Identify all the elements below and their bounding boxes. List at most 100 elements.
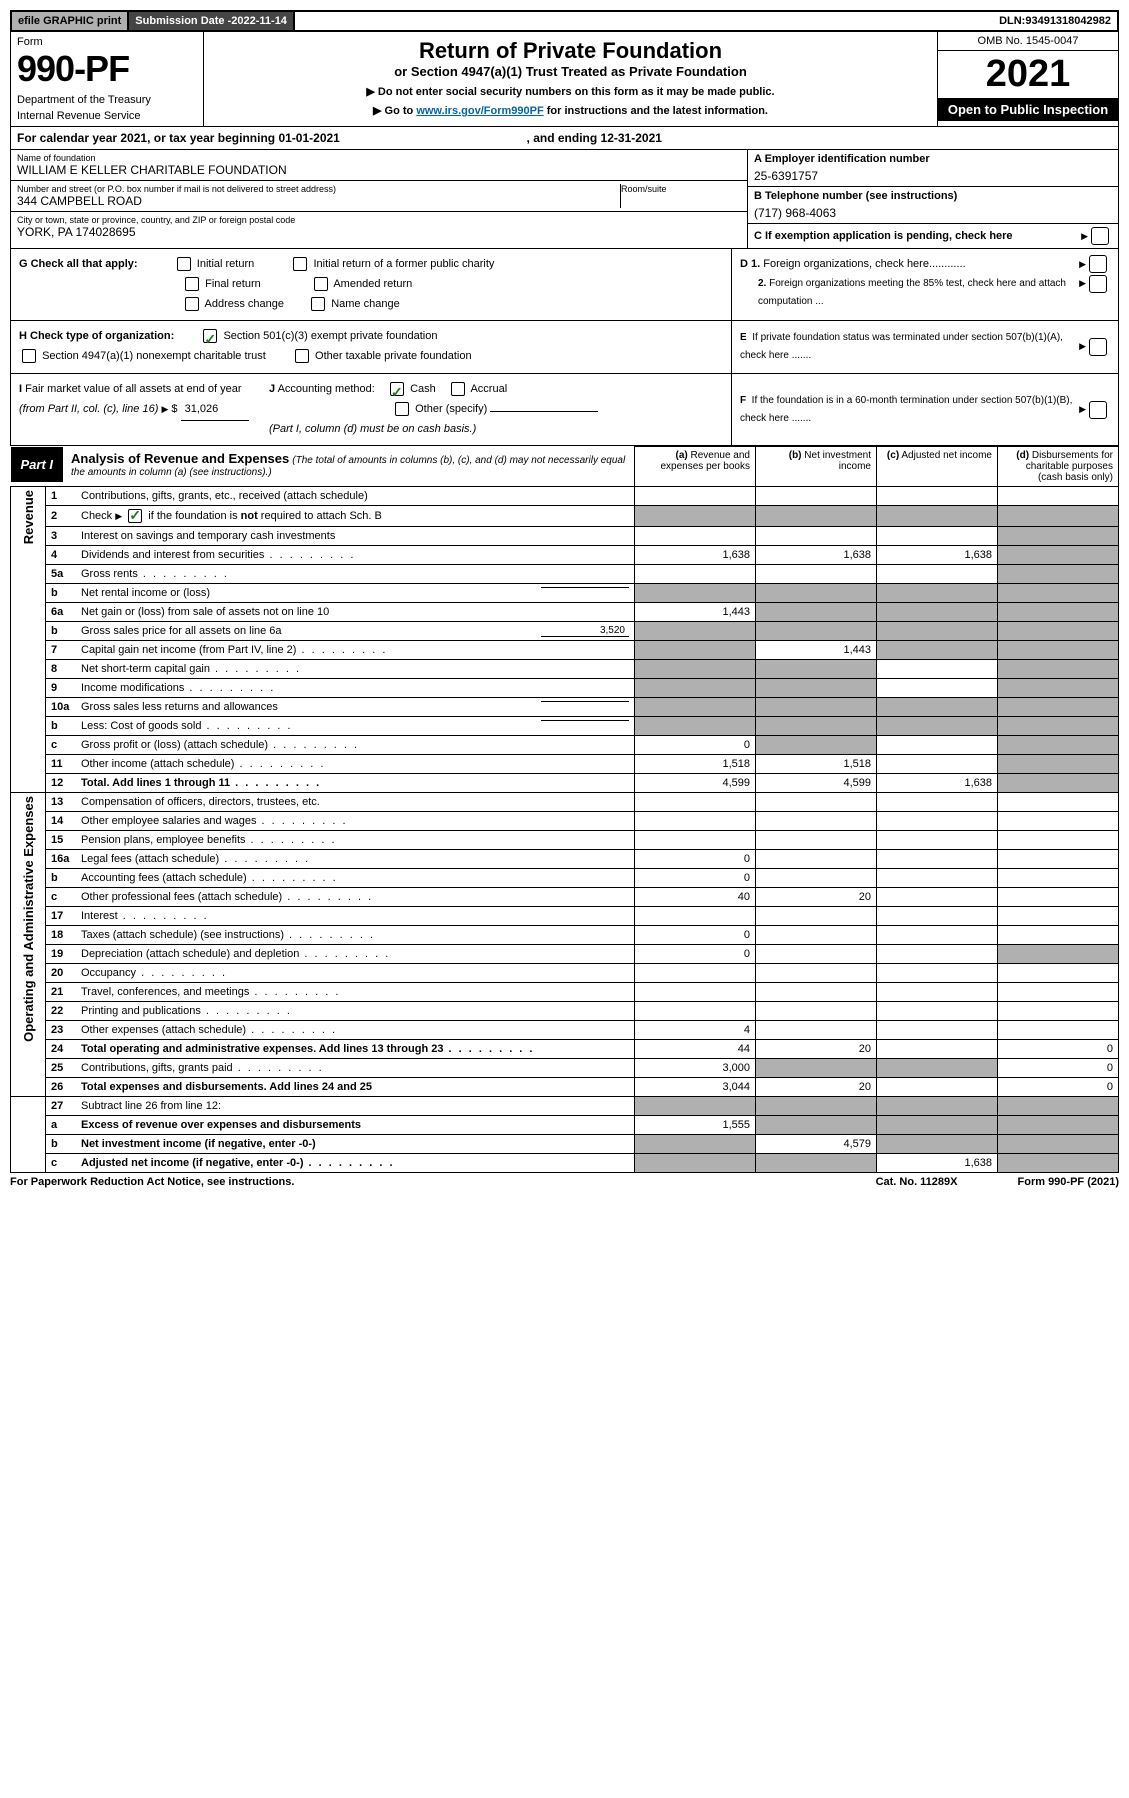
- arrow-icon: [1081, 230, 1088, 242]
- amount-col-c: [877, 603, 998, 622]
- amount-col-b: [756, 945, 877, 964]
- inline-field[interactable]: [541, 720, 629, 721]
- arrow-icon: [1079, 337, 1086, 357]
- table-row: 25Contributions, gifts, grants paid3,000…: [11, 1059, 1119, 1078]
- amount-col-d: [998, 641, 1119, 660]
- top-bar: efile GRAPHIC print Submission Date - 20…: [10, 10, 1119, 32]
- table-row: 5aGross rents: [11, 565, 1119, 584]
- amount-col-a: [635, 907, 756, 926]
- amount-col-a: 0: [635, 945, 756, 964]
- line-desc: 17Interest: [46, 907, 635, 926]
- line-number: c: [51, 1157, 81, 1169]
- amount-col-c: [877, 565, 998, 584]
- amount-col-d: [998, 527, 1119, 546]
- cal-end: 12-31-2021: [601, 131, 662, 145]
- j-other-checkbox[interactable]: [395, 402, 409, 416]
- g-initial-return-checkbox[interactable]: [177, 257, 191, 271]
- amount-col-a: [635, 831, 756, 850]
- amount-col-c: [877, 698, 998, 717]
- amount-col-c: [877, 527, 998, 546]
- phone-value: (717) 968-4063: [754, 202, 1112, 220]
- inline-field[interactable]: [541, 587, 629, 588]
- inline-field[interactable]: [541, 701, 629, 702]
- line-number: 2: [51, 510, 81, 522]
- efile-label[interactable]: efile GRAPHIC print: [12, 12, 129, 30]
- g-opt-4: Address change: [205, 298, 285, 310]
- check-section-g: G Check all that apply: Initial return I…: [10, 249, 1119, 321]
- amount-col-a: [635, 717, 756, 736]
- h-501c3-checkbox[interactable]: [203, 329, 217, 343]
- h-opt-2: Other taxable private foundation: [315, 350, 472, 362]
- e-checkbox[interactable]: [1089, 338, 1107, 356]
- irs-link[interactable]: www.irs.gov/Form990PF: [416, 105, 543, 117]
- j-accrual-checkbox[interactable]: [451, 382, 465, 396]
- part1-desc: Analysis of Revenue and Expenses (The to…: [63, 447, 634, 482]
- amount-col-c: [877, 926, 998, 945]
- g-final-return-checkbox[interactable]: [185, 277, 199, 291]
- g-initial-former-checkbox[interactable]: [293, 257, 307, 271]
- amount-col-d: [998, 964, 1119, 983]
- j-other-field[interactable]: [490, 411, 598, 412]
- d2-checkbox[interactable]: [1089, 275, 1107, 293]
- amount-col-c: [877, 1116, 998, 1135]
- table-row: 17Interest: [11, 907, 1119, 926]
- part1-header-row: Part I Analysis of Revenue and Expenses …: [11, 447, 1119, 487]
- line-desc: 7Capital gain net income (from Part IV, …: [46, 641, 635, 660]
- omb-number: OMB No. 1545-0047: [938, 32, 1118, 51]
- amount-col-d: [998, 546, 1119, 565]
- line-number: a: [51, 1119, 81, 1131]
- table-row: 27Subtract line 26 from line 12:: [11, 1097, 1119, 1116]
- address-row: Number and street (or P.O. box number if…: [11, 181, 747, 212]
- line-number: 27: [51, 1100, 81, 1112]
- cal-begin: 01-01-2021: [278, 131, 339, 145]
- city-value: YORK, PA 174028695: [17, 225, 741, 239]
- table-row: cOther professional fees (attach schedul…: [11, 888, 1119, 907]
- amount-col-a: [635, 793, 756, 812]
- line-desc: cGross profit or (loss) (attach schedule…: [46, 736, 635, 755]
- amount-col-b: [756, 793, 877, 812]
- amount-col-b: [756, 565, 877, 584]
- g-amended-checkbox[interactable]: [314, 277, 328, 291]
- line-number: b: [51, 587, 81, 599]
- d1-checkbox[interactable]: [1089, 255, 1107, 273]
- amount-col-a: [635, 622, 756, 641]
- amount-col-b: [756, 1154, 877, 1173]
- dept-treasury: Department of the Treasury: [17, 94, 197, 106]
- inline-field[interactable]: 3,520: [541, 625, 629, 637]
- j-accrual: Accrual: [470, 383, 507, 395]
- table-row: bNet rental income or (loss): [11, 584, 1119, 603]
- schb-checkbox[interactable]: [128, 509, 142, 523]
- j-cash-checkbox[interactable]: [390, 382, 404, 396]
- instruction-2: ▶ Go to www.irs.gov/Form990PF for instru…: [212, 104, 929, 117]
- line-text: Other expenses (attach schedule): [81, 1024, 337, 1036]
- table-row: 9Income modifications: [11, 679, 1119, 698]
- line-desc: 4Dividends and interest from securities: [46, 546, 635, 565]
- amount-col-d: [998, 603, 1119, 622]
- g-name-change-checkbox[interactable]: [311, 297, 325, 311]
- amount-col-a: [635, 641, 756, 660]
- line-text: Printing and publications: [81, 1005, 292, 1017]
- ein-cell: A Employer identification number 25-6391…: [748, 150, 1118, 187]
- amount-col-b: [756, 660, 877, 679]
- exemption-checkbox[interactable]: [1091, 227, 1109, 245]
- h-other-checkbox[interactable]: [295, 349, 309, 363]
- f-checkbox[interactable]: [1089, 401, 1107, 419]
- g-address-change-checkbox[interactable]: [185, 297, 199, 311]
- table-row: 11Other income (attach schedule)1,5181,5…: [11, 755, 1119, 774]
- line-desc: cOther professional fees (attach schedul…: [46, 888, 635, 907]
- submission-value: 2022-11-14: [231, 15, 287, 27]
- line-text: Pension plans, employee benefits: [81, 834, 337, 846]
- amount-col-d: [998, 983, 1119, 1002]
- line-number: 19: [51, 948, 81, 960]
- amount-col-a: 0: [635, 926, 756, 945]
- exemption-cell: C If exemption application is pending, c…: [748, 224, 1118, 248]
- amount-col-d: [998, 1135, 1119, 1154]
- line-text: Total. Add lines 1 through 11: [81, 777, 321, 789]
- h-4947-checkbox[interactable]: [22, 349, 36, 363]
- f-row: F If the foundation is in a 60-month ter…: [732, 374, 1118, 445]
- instr2-post: for instructions and the latest informat…: [547, 105, 768, 117]
- revenue-vlabel: Revenue: [11, 487, 46, 793]
- line-desc: 15Pension plans, employee benefits: [46, 831, 635, 850]
- amount-col-c: [877, 812, 998, 831]
- amount-col-b: [756, 603, 877, 622]
